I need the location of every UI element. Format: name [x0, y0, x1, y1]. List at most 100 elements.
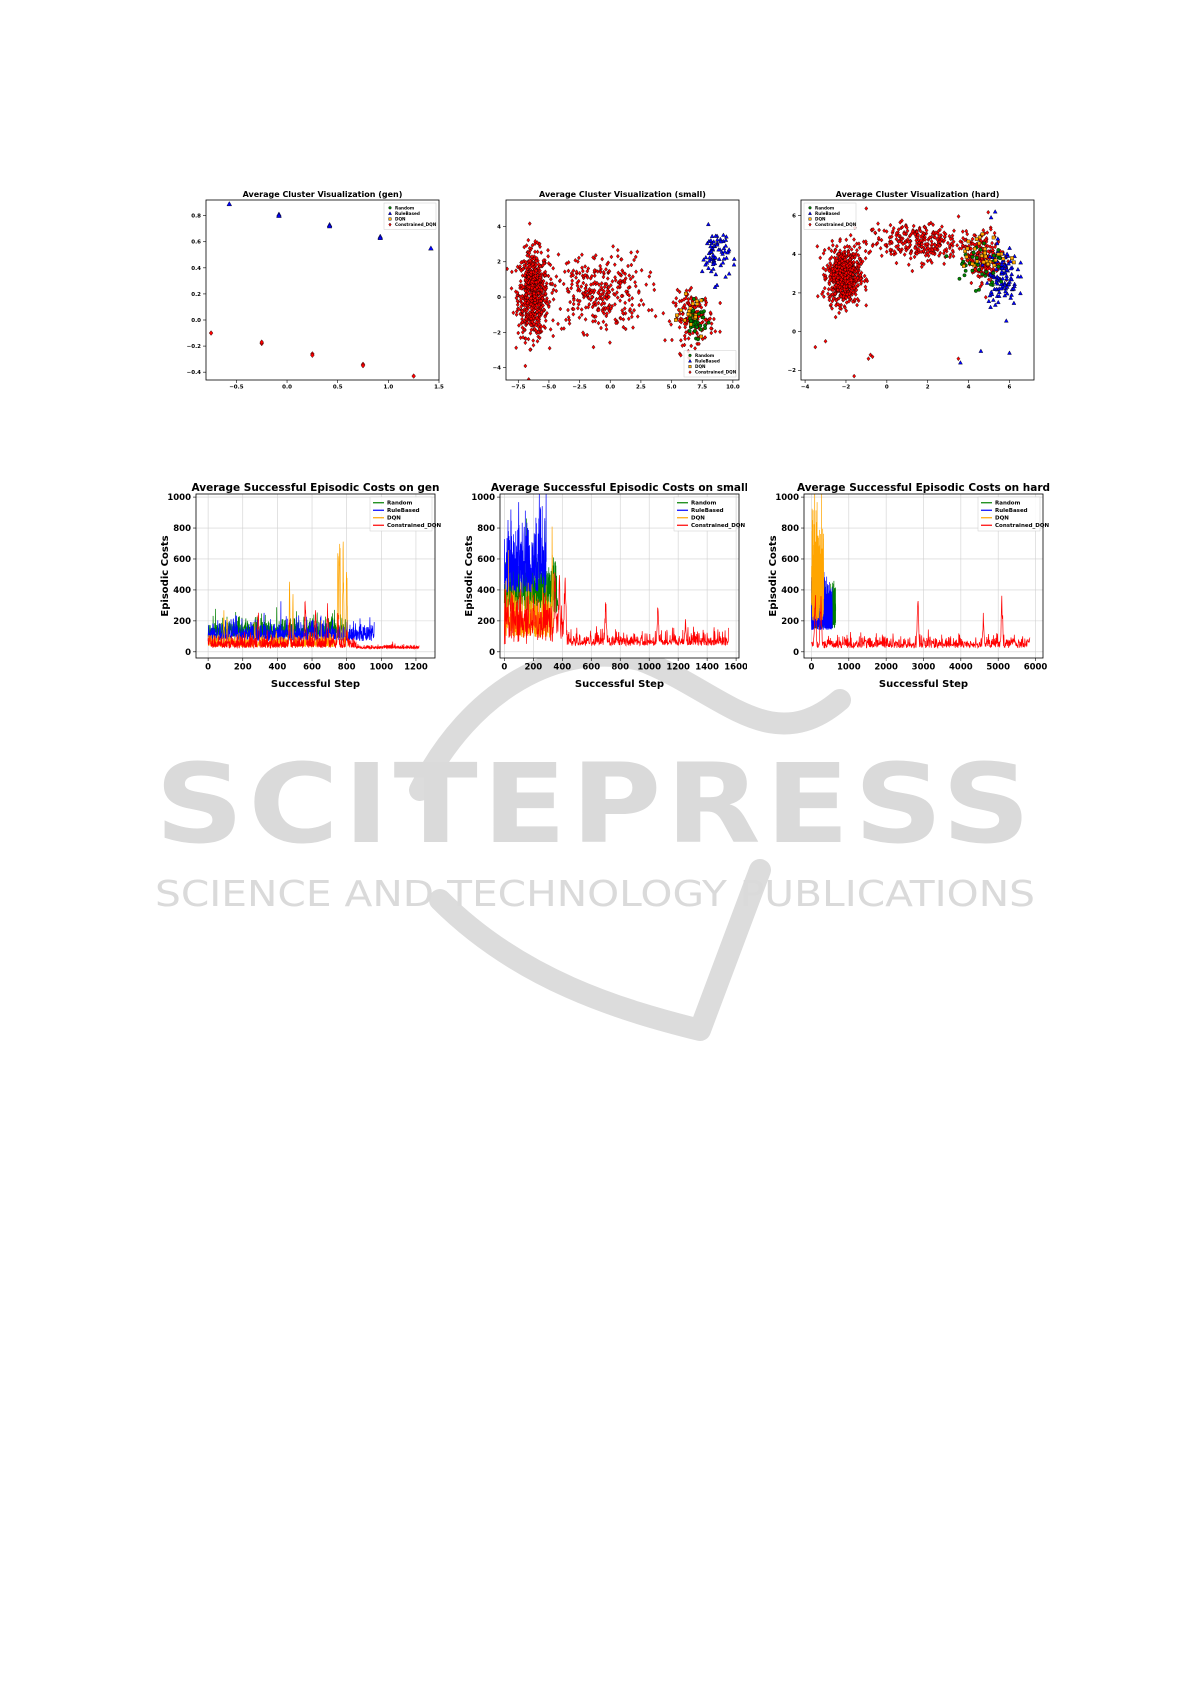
point-constrained_dqn — [855, 275, 860, 281]
point-constrained_dqn — [677, 289, 682, 295]
point-constrained_dqn — [949, 241, 954, 247]
point-rulebased — [999, 259, 1005, 264]
x-tick-label: 5000 — [986, 663, 1010, 673]
point-constrained_dqn — [525, 253, 530, 258]
point-constrained_dqn — [850, 267, 854, 273]
point-constrained_dqn — [847, 284, 852, 289]
point-dqn — [1010, 256, 1014, 260]
point-constrained_dqn — [525, 320, 530, 326]
point-rulebased — [1004, 276, 1010, 281]
point-dqn — [1012, 260, 1016, 265]
point-constrained_dqn — [821, 251, 826, 256]
point-constrained_dqn — [518, 278, 523, 284]
point-rulebased — [1006, 261, 1011, 266]
point-constrained_dqn — [608, 282, 613, 288]
point-constrained_dqn — [571, 293, 576, 299]
point-constrained_dqn — [564, 317, 568, 323]
point-constrained_dqn — [876, 235, 881, 241]
x-axis-label: Successful Step — [271, 679, 360, 690]
point-constrained_dqn — [521, 335, 525, 340]
point-constrained_dqn — [928, 235, 932, 240]
point-dqn — [963, 249, 967, 254]
legend-swatch-dqn — [688, 365, 692, 369]
y-tick-label: −0.4 — [187, 370, 202, 376]
chart-cluster-small-svg: Average Cluster Visualization (small) −7.… — [493, 190, 740, 391]
point-rulebased — [709, 233, 715, 238]
point-constrained_dqn — [920, 232, 925, 238]
point-constrained_dqn — [851, 272, 855, 277]
point-constrained_dqn — [619, 293, 624, 299]
chart-title: Average Successful Episodic Costs on sma… — [491, 482, 747, 494]
point-constrained_dqn — [687, 288, 692, 293]
x-tick-label: 7.5 — [697, 385, 707, 391]
point-constrained_dqn — [677, 325, 682, 330]
point-rulebased — [721, 245, 727, 251]
point-random — [698, 323, 703, 328]
point-constrained_dqn — [609, 254, 614, 260]
point-constrained_dqn — [529, 327, 534, 333]
point-constrained_dqn — [525, 300, 530, 306]
chart-cluster-hard: Average Cluster Visualization (hard) −4 −2… — [775, 190, 1040, 402]
watermark-logo-shape — [409, 644, 851, 1041]
point-rulebased — [1007, 245, 1012, 250]
point-constrained_dqn — [554, 274, 559, 279]
point-rulebased — [988, 215, 994, 220]
point-random — [983, 273, 988, 278]
point-constrained_dqn — [559, 326, 564, 332]
point-rulebased — [704, 240, 710, 246]
y-tick-label: 0.6 — [191, 240, 201, 246]
point-random — [691, 308, 696, 313]
point-constrained_dqn — [598, 263, 603, 269]
point-constrained_dqn — [958, 239, 963, 244]
point-constrained_dqn — [535, 240, 540, 245]
point-random — [974, 255, 979, 260]
point-rulebased — [703, 262, 708, 267]
point-constrained_dqn — [951, 253, 956, 259]
point-constrained_dqn — [548, 276, 553, 282]
y-tick-label: −0.2 — [187, 344, 202, 350]
point-rulebased — [708, 249, 714, 254]
point-rulebased — [980, 262, 985, 267]
point-constrained_dqn — [568, 299, 573, 305]
legend-label-dqn: DQN — [691, 516, 705, 522]
point-constrained_dqn — [709, 326, 713, 331]
point-dqn — [983, 251, 987, 256]
point-constrained_dqn — [629, 250, 633, 255]
point-rulebased — [716, 247, 721, 252]
point-constrained_dqn — [522, 244, 527, 250]
point-constrained_dqn — [580, 268, 585, 274]
point-constrained_dqn — [832, 275, 836, 281]
point-constrained_dqn — [590, 304, 595, 310]
point-constrained_dqn — [610, 303, 614, 309]
point-rulebased — [988, 304, 993, 309]
point-constrained_dqn — [626, 285, 631, 291]
point-constrained_dqn — [912, 254, 917, 260]
y-tick-label: 1000 — [775, 493, 799, 503]
point-dqn — [679, 308, 683, 313]
point-constrained_dqn — [713, 329, 718, 334]
point-rulebased — [726, 271, 732, 276]
point-constrained_dqn — [528, 330, 533, 336]
point-constrained_dqn — [639, 267, 644, 273]
point-constrained_dqn — [822, 247, 827, 253]
point-constrained_dqn — [827, 278, 832, 284]
point-constrained_dqn — [858, 276, 863, 281]
point-constrained_dqn — [902, 231, 906, 237]
point-constrained_dqn — [845, 275, 850, 281]
point-dqn — [683, 291, 688, 296]
point-constrained_dqn — [565, 286, 570, 292]
point-dqn — [983, 247, 987, 251]
legend-swatch-constrained_dqn — [688, 370, 692, 375]
point-constrained_dqn — [566, 307, 570, 313]
point-constrained_dqn — [602, 288, 606, 294]
point-constrained_dqn — [535, 285, 539, 290]
point-rulebased — [1003, 318, 1009, 323]
point-constrained_dqn — [838, 248, 842, 254]
point-constrained_dqn — [629, 314, 634, 320]
point-constrained_dqn — [526, 274, 531, 280]
point-constrained_dqn — [596, 300, 601, 306]
point-rulebased — [1018, 260, 1024, 265]
point-constrained_dqn — [680, 311, 685, 317]
